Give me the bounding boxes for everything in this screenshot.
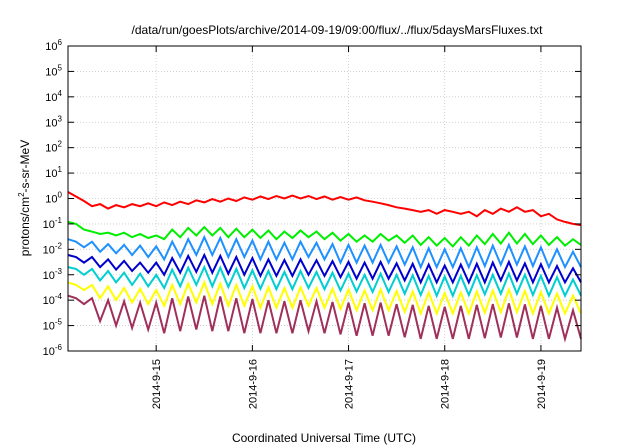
y-tick-label: 104: [45, 89, 62, 104]
y-tick-base: 10: [45, 117, 57, 129]
y-tick-exponent: -3: [55, 267, 63, 276]
y-tick-base: 10: [45, 41, 57, 53]
y-tick-base: 10: [45, 143, 57, 155]
y-tick-exponent: -5: [55, 318, 63, 327]
y-tick-base: 10: [43, 219, 55, 231]
y-axis-label-base: protons/cm: [18, 197, 32, 256]
y-tick-exponent: -6: [55, 343, 63, 352]
y-tick-exponent: -2: [55, 241, 63, 250]
series-line-7: [67, 294, 582, 343]
y-tick-exponent: -1: [55, 216, 63, 225]
y-tick-base: 10: [45, 194, 57, 206]
y-tick-exponent: -4: [55, 292, 63, 301]
series-line-5: [67, 264, 582, 299]
x-tick-label: 2014-9-17: [344, 359, 356, 409]
y-tick-exponent: 3: [58, 114, 63, 123]
x-tick-label: 2014-9-19: [536, 359, 548, 409]
chart-title: /data/run/goesPlots/archive/2014-09-19/0…: [132, 23, 544, 37]
ticks: 10-610-510-410-310-210-11001011021031041…: [43, 38, 581, 409]
y-tick-label: 103: [45, 114, 62, 129]
y-axis-label: protons/cm2-s-sr-MeV: [17, 140, 32, 256]
y-tick-label: 102: [45, 140, 62, 155]
y-tick-label: 10-5: [43, 318, 63, 333]
y-tick-exponent: 0: [58, 191, 63, 200]
y-tick-label: 10-2: [43, 241, 63, 256]
y-tick-label: 10-4: [43, 292, 63, 307]
plot-frame: [67, 45, 582, 352]
y-tick-exponent: 4: [58, 89, 63, 98]
y-tick-label: 10-3: [43, 267, 63, 282]
y-tick-exponent: 2: [58, 140, 63, 149]
x-tick-label: 2014-9-15: [151, 359, 163, 409]
y-tick-exponent: 1: [58, 165, 63, 174]
series-layer: [67, 191, 582, 343]
y-tick-exponent: 6: [58, 38, 63, 47]
x-axis-label: Coordinated Universal Time (UTC): [232, 431, 416, 445]
y-axis-label-rest: -s-sr-MeV: [18, 140, 32, 193]
y-tick-base: 10: [43, 346, 55, 358]
series-line-4: [67, 252, 582, 285]
y-axis-label-sup: 2: [17, 192, 26, 197]
y-tick-base: 10: [43, 321, 55, 333]
x-tick-label: 2014-9-18: [440, 359, 452, 409]
y-tick-label: 105: [45, 63, 62, 78]
y-tick-label: 101: [45, 165, 62, 180]
y-tick-exponent: 5: [58, 63, 63, 72]
y-tick-base: 10: [45, 66, 57, 78]
y-tick-base: 10: [43, 295, 55, 307]
y-tick-base: 10: [45, 168, 57, 180]
series-line-2: [67, 220, 582, 248]
series-line-1: [67, 191, 582, 227]
y-tick-base: 10: [45, 92, 57, 104]
y-tick-base: 10: [43, 244, 55, 256]
y-tick-label: 106: [45, 38, 62, 53]
y-tick-label: 10-6: [43, 343, 63, 358]
x-tick-label: 2014-9-16: [247, 359, 259, 409]
y-tick-label: 100: [45, 191, 62, 206]
y-tick-label: 10-1: [43, 216, 63, 231]
y-tick-base: 10: [43, 270, 55, 282]
series-line-6: [67, 279, 582, 317]
series-line-3: [67, 234, 582, 270]
